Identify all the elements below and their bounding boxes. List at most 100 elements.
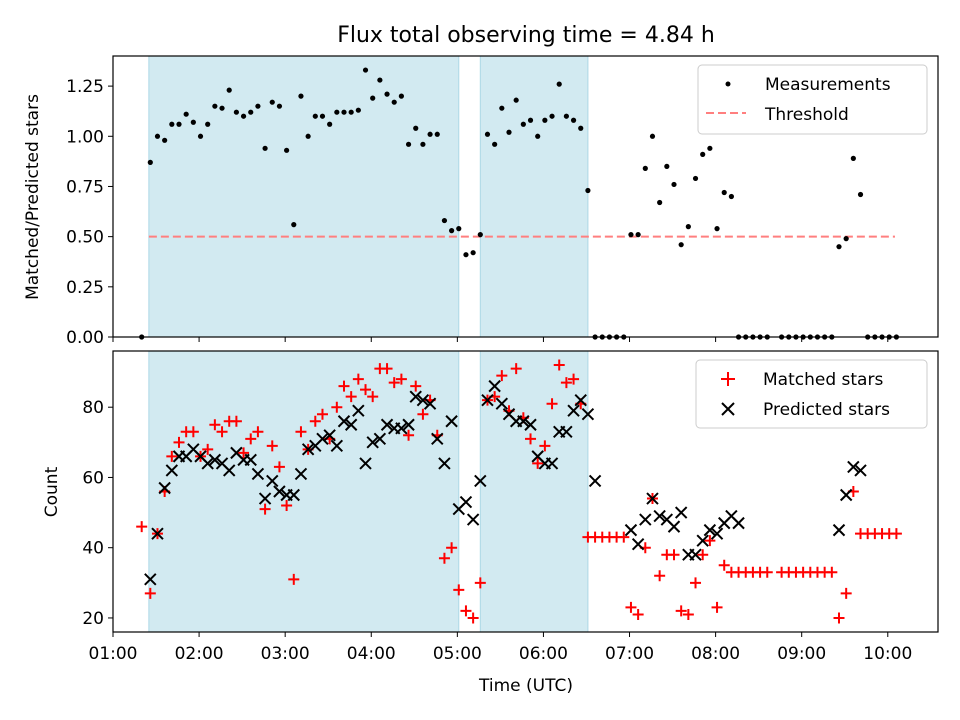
observing-interval-shade bbox=[479, 55, 589, 338]
x-tick-label: 03:00 bbox=[261, 644, 310, 664]
predicted-star-point bbox=[409, 390, 422, 403]
predicted-star-point bbox=[201, 457, 214, 470]
y-tick-label: 0.00 bbox=[66, 328, 104, 348]
predicted-star-point bbox=[466, 513, 480, 526]
measurement-point bbox=[671, 181, 677, 188]
matched-star-point bbox=[281, 500, 293, 512]
matched-star-point bbox=[553, 359, 565, 371]
bottom-y-ticks: 20 40 60 80 bbox=[82, 398, 113, 629]
measurement-point bbox=[355, 107, 361, 113]
matched-star-point bbox=[438, 552, 450, 564]
measurement-point bbox=[470, 250, 476, 256]
y-tick-label: 60 bbox=[82, 468, 104, 488]
x-tick-label: 08:00 bbox=[691, 644, 740, 664]
measurement-point bbox=[233, 109, 239, 115]
predicted-star-point bbox=[258, 492, 272, 505]
x-tick-label: 02:00 bbox=[175, 644, 224, 664]
predicted-star-point bbox=[244, 453, 257, 467]
measurement-point bbox=[312, 113, 318, 119]
matched-star-point bbox=[654, 570, 666, 582]
matched-star-point bbox=[338, 380, 350, 392]
x-tick-label: 04:00 bbox=[347, 644, 396, 664]
matched-star-point bbox=[403, 429, 415, 441]
measurement-point bbox=[197, 133, 204, 139]
top-x-ticks bbox=[112, 337, 889, 342]
measurement-point bbox=[449, 228, 455, 234]
matched-star-point bbox=[367, 391, 379, 403]
matched-star-point bbox=[890, 528, 902, 540]
measurement-point bbox=[463, 252, 469, 258]
matched-star-point bbox=[546, 398, 558, 410]
matched-star-point bbox=[560, 377, 572, 389]
predicted-star-point bbox=[273, 485, 286, 498]
measurement-point bbox=[836, 244, 842, 250]
measurement-point bbox=[391, 99, 397, 105]
measurement-point bbox=[427, 131, 433, 137]
top-legend-frame bbox=[697, 64, 928, 135]
matched-star-point bbox=[761, 566, 773, 578]
predicted-star-point bbox=[639, 513, 652, 526]
measurement-point bbox=[154, 133, 161, 139]
measurement-point bbox=[384, 91, 390, 97]
measurement-point bbox=[642, 165, 648, 171]
measurement-point bbox=[657, 199, 663, 206]
predicted-star-point bbox=[266, 474, 279, 488]
predicted-star-point bbox=[373, 432, 387, 446]
measurement-point bbox=[843, 236, 849, 242]
matched-star-point bbox=[525, 433, 537, 445]
matched-star-point bbox=[446, 542, 458, 554]
matched-star-point bbox=[690, 577, 702, 589]
measurement-point bbox=[341, 109, 347, 115]
measurement-point bbox=[219, 105, 225, 111]
matched-star-point bbox=[460, 605, 472, 617]
measurement-point bbox=[362, 67, 369, 73]
matched-star-point bbox=[309, 415, 321, 427]
x-axis-label: Time (UTC) bbox=[478, 676, 573, 696]
matched-star-point bbox=[187, 426, 199, 438]
measurement-point bbox=[183, 111, 189, 117]
measurement-point bbox=[542, 117, 548, 123]
predicted-star-point bbox=[574, 393, 587, 407]
measurement-point bbox=[248, 109, 254, 115]
measurement-point bbox=[520, 121, 526, 127]
predicted-star-point bbox=[251, 467, 265, 481]
matched-star-point bbox=[266, 440, 278, 452]
observing-interval-shade bbox=[148, 350, 460, 633]
predicted-star-point bbox=[294, 467, 308, 481]
measurement-point bbox=[176, 121, 182, 127]
predicted-star-point bbox=[337, 415, 351, 428]
measurement-point bbox=[728, 193, 734, 200]
measurement-point bbox=[570, 117, 577, 123]
predicted-star-point bbox=[301, 443, 315, 456]
matched-star-point bbox=[474, 577, 486, 589]
predicted-star-point bbox=[847, 460, 860, 474]
measurement-point bbox=[284, 147, 290, 153]
matched-star-point bbox=[697, 549, 709, 561]
predicted-star-point bbox=[517, 415, 530, 428]
measurement-point bbox=[212, 103, 218, 109]
matched-star-point bbox=[668, 549, 680, 561]
predicted-star-point bbox=[696, 534, 709, 547]
predicted-star-point bbox=[646, 492, 659, 505]
top-shaded-intervals bbox=[148, 55, 589, 338]
measurement-point bbox=[348, 109, 354, 115]
predicted-star-point bbox=[567, 404, 580, 417]
matched-star-point bbox=[618, 531, 630, 543]
predicted-star-point bbox=[223, 464, 236, 477]
predicted-star-point bbox=[710, 527, 724, 540]
measurement-point bbox=[319, 113, 326, 119]
measurement-point bbox=[649, 133, 656, 139]
measurement-point bbox=[714, 226, 720, 232]
matched-star-point bbox=[410, 380, 422, 392]
measurement-point bbox=[506, 129, 512, 135]
predicted-star-point bbox=[488, 379, 501, 393]
predicted-star-point bbox=[703, 523, 717, 537]
predicted-star-point bbox=[832, 523, 846, 537]
bottom-x-ticks: 01:00 02:00 03:00 04:00 05:00 06:00 07:00 08:00… bbox=[89, 632, 912, 664]
matched-star-point bbox=[388, 377, 400, 389]
measurement-point bbox=[535, 133, 541, 139]
predicted-star-point bbox=[416, 393, 430, 407]
matched-star-point bbox=[345, 391, 357, 403]
matched-star-point bbox=[632, 608, 644, 620]
